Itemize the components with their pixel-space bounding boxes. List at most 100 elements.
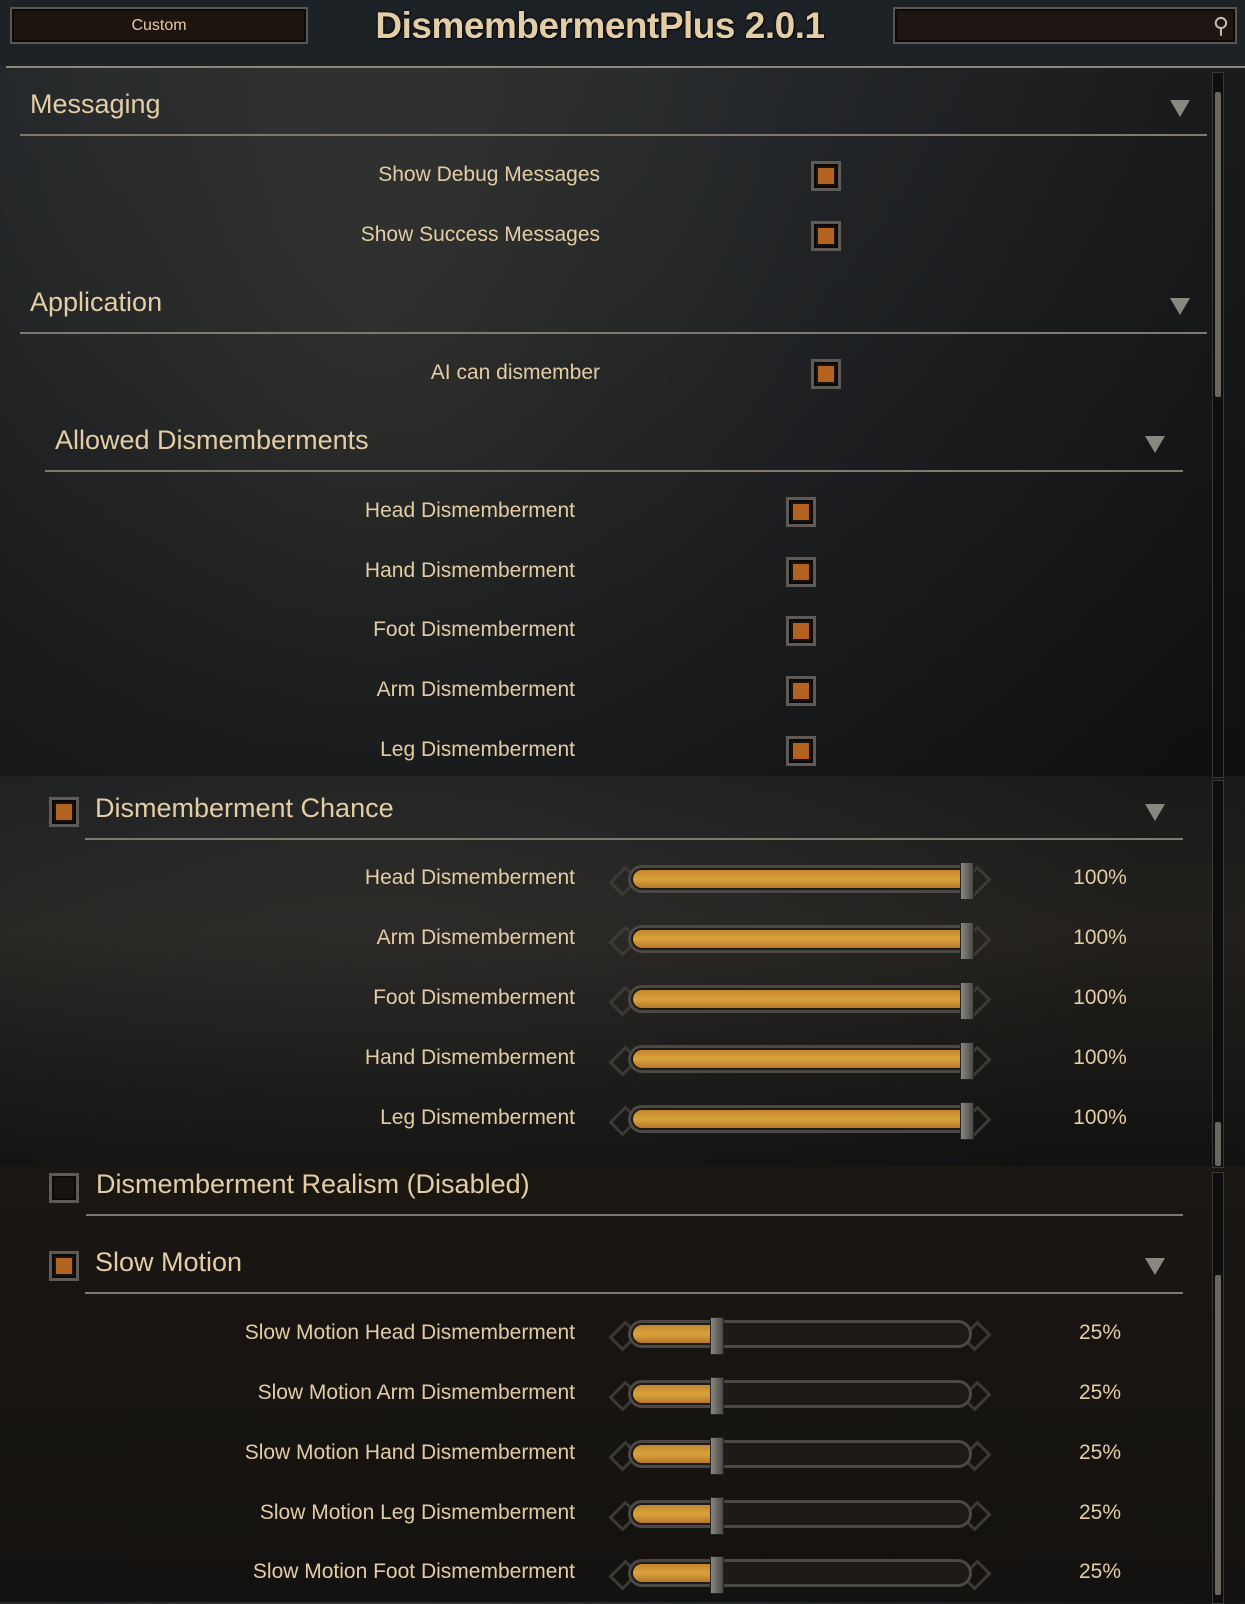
slider-label: Slow Motion Hand Dismemberment xyxy=(244,1441,575,1464)
scrollbar-thumb[interactable] xyxy=(1215,1275,1221,1595)
slider-track[interactable] xyxy=(628,1380,972,1408)
scrollbar-thumb[interactable] xyxy=(1215,1122,1221,1166)
slider-track[interactable] xyxy=(628,985,972,1013)
setting-label: Head Dismemberment xyxy=(364,499,575,522)
setting-checkbox[interactable] xyxy=(786,736,816,766)
collapse-arrow-icon[interactable] xyxy=(1145,804,1165,821)
preset-button[interactable]: Custom xyxy=(10,7,308,44)
collapse-arrow-icon[interactable] xyxy=(1170,298,1190,315)
setting-slider[interactable] xyxy=(608,1556,992,1594)
background-panel xyxy=(0,776,1245,1166)
background-panel xyxy=(0,1166,1245,1602)
slider-label: Slow Motion Foot Dismemberment xyxy=(252,1560,575,1583)
setting-label: AI can dismember xyxy=(430,361,600,384)
setting-checkbox[interactable] xyxy=(786,497,816,527)
slider-fill xyxy=(633,1505,717,1523)
slider-thumb[interactable] xyxy=(960,862,974,900)
slider-value: 25% xyxy=(1078,1441,1122,1464)
slider-fill xyxy=(633,990,967,1008)
slider-label: Arm Dismemberment xyxy=(376,926,575,949)
slider-value: 25% xyxy=(1078,1501,1122,1524)
slider-value: 100% xyxy=(1073,986,1127,1009)
slider-track[interactable] xyxy=(628,1320,972,1348)
setting-label: Leg Dismemberment xyxy=(380,738,575,761)
slider-value: 25% xyxy=(1078,1321,1122,1344)
slider-thumb[interactable] xyxy=(960,1102,974,1140)
setting-label: Foot Dismemberment xyxy=(373,618,575,641)
slider-label: Foot Dismemberment xyxy=(373,986,575,1009)
section-realism-title: Dismemberment Realism (Disabled) xyxy=(96,1169,530,1199)
slider-track[interactable] xyxy=(628,1500,972,1528)
collapse-arrow-icon[interactable] xyxy=(1145,1258,1165,1275)
slider-value: 25% xyxy=(1078,1381,1122,1404)
setting-checkbox[interactable] xyxy=(786,616,816,646)
section-divider xyxy=(85,838,1183,840)
slider-thumb[interactable] xyxy=(709,1497,724,1535)
slider-track[interactable] xyxy=(628,1045,972,1073)
setting-slider[interactable] xyxy=(608,1377,992,1415)
setting-checkbox[interactable] xyxy=(811,359,841,389)
setting-checkbox[interactable] xyxy=(811,161,841,191)
slider-thumb[interactable] xyxy=(960,982,974,1020)
section-allowed-title[interactable]: Allowed Dismemberments xyxy=(55,425,369,455)
slider-value: 100% xyxy=(1073,926,1127,949)
setting-slider[interactable] xyxy=(608,862,992,900)
section-divider xyxy=(86,1214,1183,1216)
slider-thumb[interactable] xyxy=(960,922,974,960)
slider-track[interactable] xyxy=(628,865,972,893)
slider-track[interactable] xyxy=(628,1559,972,1587)
setting-label: Show Debug Messages xyxy=(378,163,600,186)
slider-label: Leg Dismemberment xyxy=(380,1106,575,1129)
search-icon[interactable]: ⚲ xyxy=(1212,13,1229,38)
slider-fill xyxy=(633,1110,967,1128)
scrollbar-track[interactable] xyxy=(1212,780,1224,1168)
slider-thumb[interactable] xyxy=(709,1556,724,1594)
setting-checkbox[interactable] xyxy=(811,221,841,251)
setting-slider[interactable] xyxy=(608,1437,992,1475)
slider-track[interactable] xyxy=(628,1105,972,1133)
collapse-arrow-icon[interactable] xyxy=(1170,100,1190,117)
setting-slider[interactable] xyxy=(608,1042,992,1080)
setting-slider[interactable] xyxy=(608,1497,992,1535)
slider-track[interactable] xyxy=(628,1440,972,1468)
slider-label: Slow Motion Arm Dismemberment xyxy=(257,1381,575,1404)
section-slowmo-toggle[interactable] xyxy=(49,1251,79,1281)
section-chance-toggle[interactable] xyxy=(49,797,79,827)
section-messaging-title[interactable]: Messaging xyxy=(30,89,161,119)
setting-slider[interactable] xyxy=(608,922,992,960)
section-divider xyxy=(20,134,1207,136)
slider-label: Head Dismemberment xyxy=(364,866,575,889)
section-slowmo-title[interactable]: Slow Motion xyxy=(95,1247,243,1277)
section-divider xyxy=(45,470,1183,472)
slider-fill xyxy=(633,1050,967,1068)
setting-slider[interactable] xyxy=(608,1102,992,1140)
header-divider xyxy=(6,66,1245,68)
slider-fill xyxy=(633,870,967,888)
slider-fill xyxy=(633,1325,717,1343)
slider-label: Slow Motion Leg Dismemberment xyxy=(259,1501,575,1524)
setting-checkbox[interactable] xyxy=(786,557,816,587)
setting-slider[interactable] xyxy=(608,1317,992,1355)
slider-value: 100% xyxy=(1073,1106,1127,1129)
slider-thumb[interactable] xyxy=(960,1042,974,1080)
section-application-title[interactable]: Application xyxy=(30,287,163,317)
slider-thumb[interactable] xyxy=(709,1317,724,1355)
setting-label: Arm Dismemberment xyxy=(376,678,575,701)
section-chance-title[interactable]: Dismemberment Chance xyxy=(95,793,394,823)
section-realism-toggle[interactable] xyxy=(49,1173,79,1203)
slider-fill xyxy=(633,930,967,948)
preset-label: Custom xyxy=(131,16,187,34)
slider-thumb[interactable] xyxy=(709,1377,724,1415)
scrollbar-thumb[interactable] xyxy=(1215,92,1221,397)
slider-value: 25% xyxy=(1078,1560,1122,1583)
slider-value: 100% xyxy=(1073,1046,1127,1069)
search-input[interactable]: ⚲ xyxy=(893,7,1237,44)
setting-slider[interactable] xyxy=(608,982,992,1020)
setting-checkbox[interactable] xyxy=(786,676,816,706)
slider-label: Hand Dismemberment xyxy=(364,1046,575,1069)
slider-fill xyxy=(633,1445,717,1463)
slider-track[interactable] xyxy=(628,925,972,953)
collapse-arrow-icon[interactable] xyxy=(1145,436,1165,453)
page-title: DismembermentPlus 2.0.1 xyxy=(375,5,825,46)
slider-thumb[interactable] xyxy=(709,1437,724,1475)
